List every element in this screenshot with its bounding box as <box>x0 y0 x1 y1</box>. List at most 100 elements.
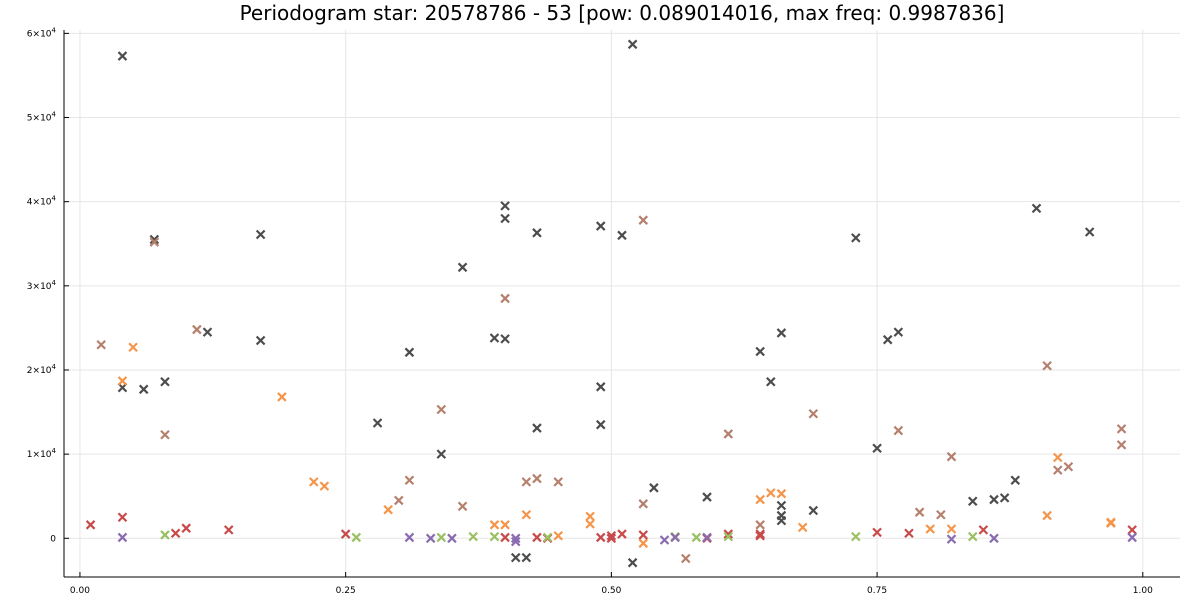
chart-title: Periodogram star: 20578786 - 53 [pow: 0.… <box>240 1 1005 25</box>
data-point <box>501 533 509 541</box>
data-point <box>225 526 233 534</box>
data-point <box>884 336 892 344</box>
data-point <box>140 385 148 393</box>
data-point <box>639 216 647 224</box>
data-point <box>756 521 764 529</box>
data-point <box>809 507 817 515</box>
data-point <box>682 554 690 562</box>
data-point <box>1001 494 1009 502</box>
x-tick-label: 0.25 <box>336 586 356 596</box>
data-point <box>767 489 775 497</box>
series-5 <box>118 533 1136 545</box>
data-point <box>990 496 998 504</box>
data-point <box>905 529 913 537</box>
data-point <box>1118 425 1126 433</box>
data-point <box>522 554 530 562</box>
data-point <box>629 559 637 567</box>
data-point <box>374 419 382 427</box>
y-tick-label: 1×104 <box>27 447 57 460</box>
data-point <box>490 533 498 541</box>
data-point <box>161 378 169 386</box>
data-point <box>533 475 541 483</box>
data-point <box>97 341 105 349</box>
data-point <box>533 424 541 432</box>
data-point <box>629 40 637 48</box>
data-point <box>777 329 785 337</box>
data-point <box>1118 441 1126 449</box>
data-point <box>1086 228 1094 236</box>
data-point <box>639 539 647 547</box>
data-point <box>501 521 509 529</box>
data-point <box>257 337 265 345</box>
data-point <box>437 533 445 541</box>
data-point <box>118 533 126 541</box>
data-point <box>501 215 509 223</box>
data-point <box>395 496 403 504</box>
data-point <box>278 393 286 401</box>
data-point <box>1054 466 1062 474</box>
y-tick-label: 5×104 <box>27 111 57 124</box>
data-point <box>1128 533 1136 541</box>
data-point <box>1033 204 1041 212</box>
data-point <box>459 263 467 271</box>
data-point <box>1064 463 1072 471</box>
data-point <box>490 521 498 529</box>
data-point <box>937 511 945 519</box>
data-point <box>767 378 775 386</box>
data-point <box>522 478 530 486</box>
data-point <box>597 383 605 391</box>
data-point <box>459 502 467 510</box>
data-point <box>501 294 509 302</box>
x-tick-label: 0.50 <box>601 586 621 596</box>
data-point <box>926 525 934 533</box>
data-point <box>405 476 413 484</box>
data-point <box>129 343 137 351</box>
data-point <box>799 523 807 531</box>
series-2 <box>118 343 1114 547</box>
data-point <box>671 533 679 541</box>
tick-labels: 0.00 0.25 0.50 0.75 1.00 0 1×104 2×104 3×104 4×10… <box>27 26 1153 596</box>
data-point <box>597 421 605 429</box>
data-point <box>894 328 902 336</box>
data-point <box>1043 512 1051 520</box>
axis-layer <box>64 30 1180 577</box>
data-point <box>118 513 126 521</box>
data-point <box>809 410 817 418</box>
data-point <box>639 531 647 539</box>
data-point <box>703 533 711 541</box>
data-point <box>118 52 126 60</box>
y-tick-label: 2×104 <box>27 363 57 376</box>
data-point <box>692 533 700 541</box>
y-tick-label: 6×104 <box>27 26 57 39</box>
data-point <box>777 517 785 525</box>
data-point <box>87 521 95 529</box>
data-point <box>916 508 924 516</box>
data-point <box>969 533 977 541</box>
data-point <box>437 406 445 414</box>
data-point <box>894 427 902 435</box>
data-point <box>257 230 265 238</box>
data-point <box>618 231 626 239</box>
data-point <box>661 536 669 544</box>
data-point <box>512 554 520 562</box>
data-point <box>852 234 860 242</box>
data-point <box>118 377 126 385</box>
data-point <box>947 525 955 533</box>
data-point <box>777 501 785 509</box>
data-point <box>703 493 711 501</box>
data-point <box>501 202 509 210</box>
x-tick-label: 0.00 <box>70 586 90 596</box>
data-point <box>1043 362 1051 370</box>
data-point <box>384 506 392 514</box>
x-tick-label: 0.75 <box>867 586 887 596</box>
data-point <box>193 326 201 334</box>
data-point <box>352 533 360 541</box>
data-point <box>639 500 647 508</box>
data-point <box>161 431 169 439</box>
data-point <box>756 496 764 504</box>
data-point <box>597 222 605 230</box>
data-point <box>947 535 955 543</box>
data-point <box>161 531 169 539</box>
data-point <box>597 533 605 541</box>
